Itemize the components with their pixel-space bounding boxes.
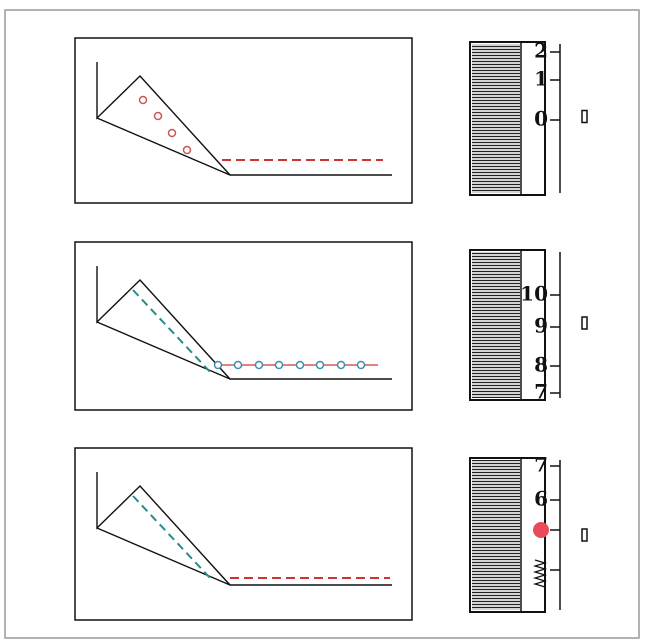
- profile-line: [96, 321, 231, 380]
- scale-label: 8: [534, 353, 548, 377]
- gauge-hatch: [472, 252, 520, 398]
- pointer-marker: [581, 109, 588, 124]
- dashed-line: [132, 289, 213, 375]
- marker: [274, 360, 284, 370]
- scale-label: 9: [534, 314, 548, 338]
- profile-line: [96, 266, 392, 380]
- scale-label: 1: [534, 67, 548, 91]
- indicator-dot: [533, 522, 549, 538]
- marker: [213, 360, 223, 370]
- gauge-hatch: [472, 44, 520, 193]
- pointer-marker: [581, 528, 588, 542]
- profile-line: [96, 527, 231, 586]
- gauge-hatch: [472, 460, 520, 610]
- marker: [356, 360, 366, 370]
- scale-label: 6: [534, 487, 548, 511]
- dashed-line: [132, 495, 213, 581]
- profile-line: [96, 117, 231, 176]
- outer-frame: [4, 9, 640, 639]
- plot-frame: [74, 241, 413, 411]
- marker: [233, 360, 243, 370]
- profile-line: [96, 472, 392, 586]
- scale-label: 10: [520, 282, 548, 306]
- scale-label: 0: [534, 107, 548, 131]
- scale-label: 2: [534, 39, 548, 63]
- panel-row: 2 1 0: [74, 37, 588, 204]
- marker: [295, 360, 305, 370]
- marker: [182, 145, 192, 155]
- scale-label: 7: [534, 380, 548, 404]
- panel-row: 10 9 8 7: [74, 241, 588, 411]
- plot-frame: [74, 37, 413, 204]
- marker: [336, 360, 346, 370]
- marker: [315, 360, 325, 370]
- panel-row: 76: [74, 447, 588, 621]
- pointer-marker: [581, 316, 588, 330]
- scale-label: 7: [534, 453, 548, 477]
- squiggle: [532, 559, 548, 588]
- marker: [167, 128, 177, 138]
- plot-frame: [74, 447, 413, 621]
- profile-line: [96, 62, 392, 176]
- marker: [138, 95, 148, 105]
- marker: [153, 111, 163, 121]
- marker: [254, 360, 264, 370]
